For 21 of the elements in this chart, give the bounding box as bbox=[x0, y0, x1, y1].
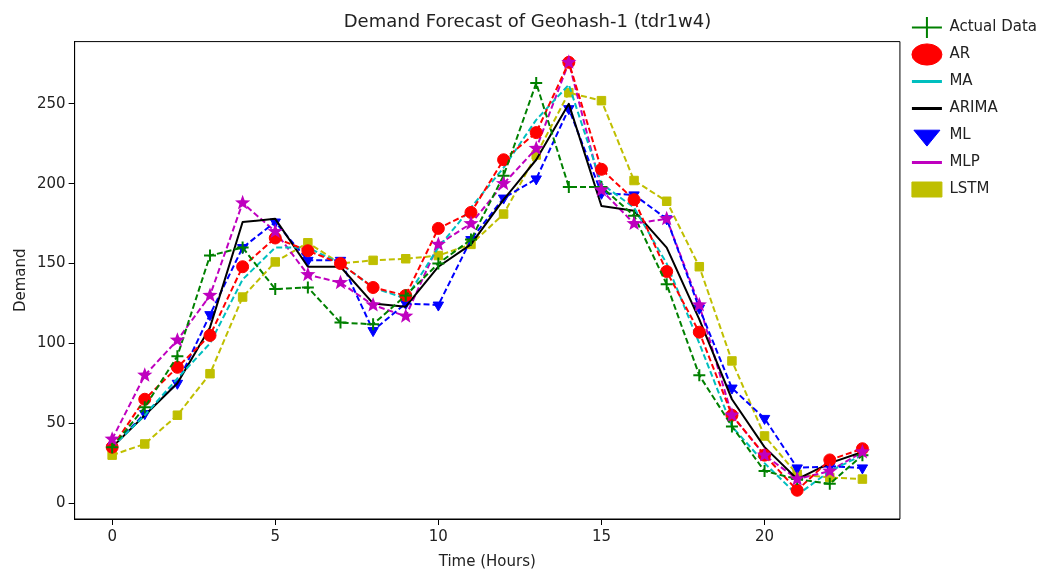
x-tick-label: 5 bbox=[270, 526, 281, 545]
y-axis-title: Demand bbox=[10, 248, 29, 313]
legend-label: ML bbox=[949, 125, 972, 144]
y-tick-label: 150 bbox=[36, 253, 66, 272]
y-tick-label: 0 bbox=[56, 492, 66, 511]
legend-label: Actual Data bbox=[949, 17, 1037, 36]
x-tick-label: 20 bbox=[755, 526, 775, 545]
y-tick-label: 200 bbox=[36, 173, 66, 192]
x-tick-label: 0 bbox=[107, 526, 117, 545]
y-tick-label: 100 bbox=[36, 333, 66, 352]
y-tick-label: 50 bbox=[46, 413, 66, 432]
chart-title: Demand Forecast of Geohash-1 (tdr1w4) bbox=[343, 10, 712, 32]
x-tick-label: 15 bbox=[591, 526, 611, 545]
y-tick-label: 250 bbox=[36, 93, 66, 112]
legend-label: MLP bbox=[949, 152, 980, 171]
x-axis-title: Time (Hours) bbox=[437, 551, 536, 570]
legend-label: ARIMA bbox=[949, 98, 999, 117]
legend-label: AR bbox=[949, 44, 971, 63]
x-tick-label: 10 bbox=[428, 526, 448, 545]
legend-label: MA bbox=[949, 71, 974, 90]
legend-label: LSTM bbox=[949, 179, 990, 198]
